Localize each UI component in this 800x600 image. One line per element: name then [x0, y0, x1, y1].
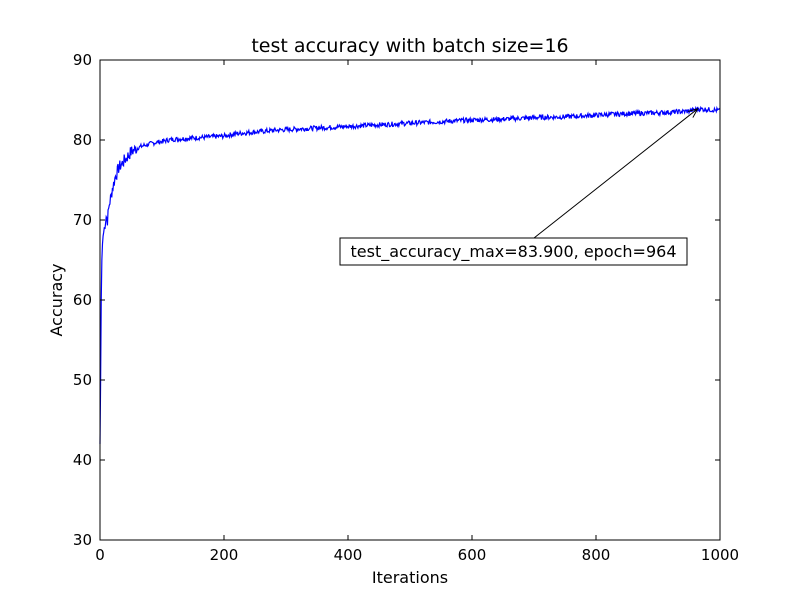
plot-area — [99, 105, 721, 445]
y-tick-label: 90 — [73, 51, 92, 69]
y-tick-label: 30 — [73, 531, 92, 549]
max-annotation: test_accuracy_max=83.900, epoch=964 — [339, 108, 699, 266]
x-tick-label: 1000 — [701, 546, 739, 564]
axes-frame — [99, 59, 721, 541]
x-tick-label: 0 — [95, 546, 105, 564]
y-axis-ticks: 30 40 50 60 70 80 90 — [73, 51, 720, 549]
annotation-arrow-head — [687, 108, 699, 118]
x-tick-label: 600 — [458, 546, 487, 564]
annotation-arrow-line — [533, 108, 698, 239]
x-axis-ticks: 0 200 400 600 800 1000 — [95, 60, 739, 564]
x-tick-label: 200 — [210, 546, 239, 564]
series-line-accuracy — [99, 105, 721, 445]
x-tick-label: 400 — [334, 546, 363, 564]
y-tick-label: 70 — [73, 211, 92, 229]
x-axis-label: Iterations — [372, 568, 448, 587]
chart-title: test accuracy with batch size=16 — [251, 35, 568, 57]
y-tick-label: 80 — [73, 131, 92, 149]
y-axis-label: Accuracy — [47, 263, 66, 336]
annotation-text: test_accuracy_max=83.900, epoch=964 — [350, 242, 676, 262]
y-tick-label: 50 — [73, 371, 92, 389]
y-tick-label: 60 — [73, 291, 92, 309]
y-tick-label: 40 — [73, 451, 92, 469]
x-tick-label: 800 — [582, 546, 611, 564]
annotation-box — [339, 237, 688, 266]
